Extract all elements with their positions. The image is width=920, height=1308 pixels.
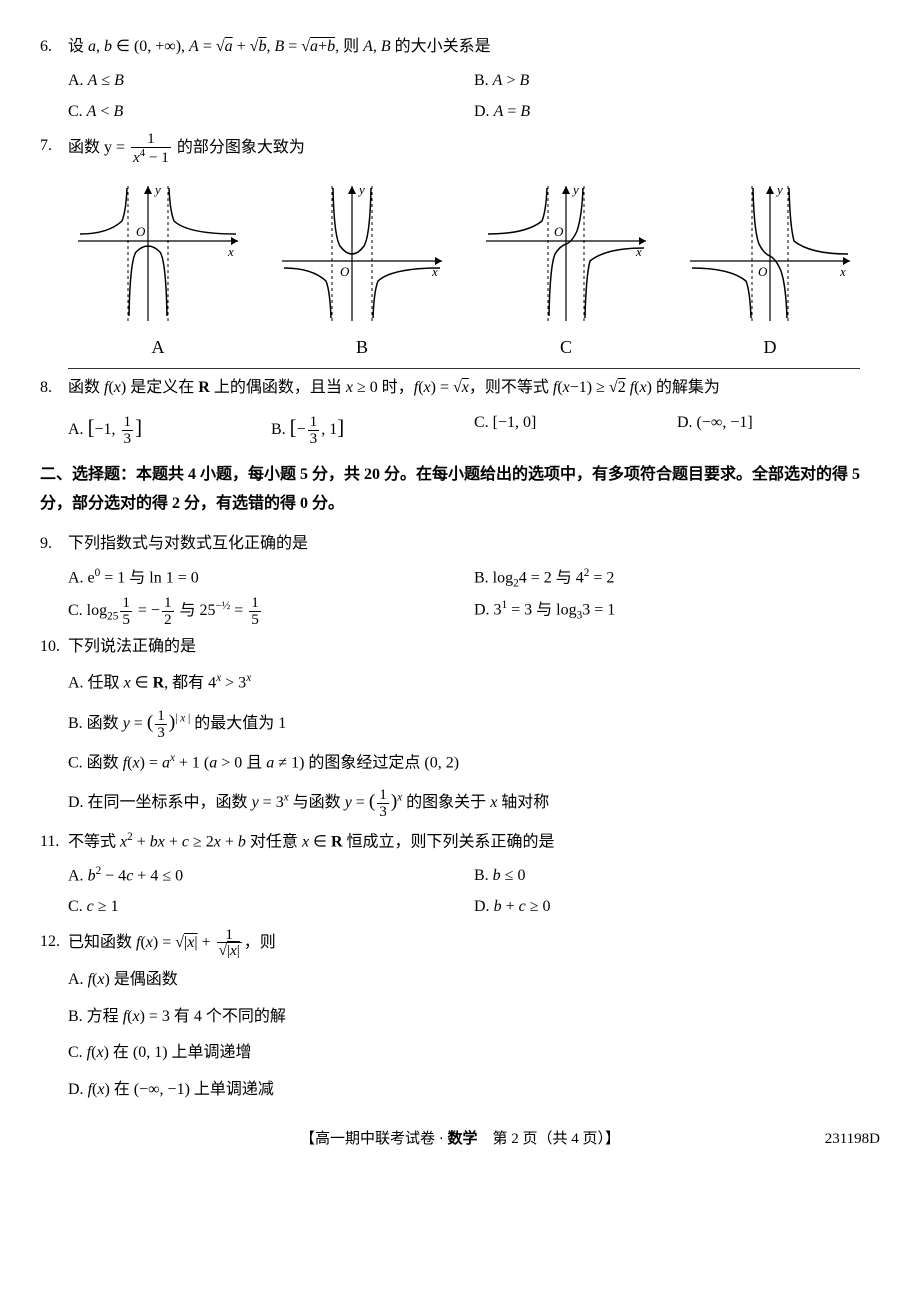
q9-options: A. e0 = 1 与 ln 1 = 0 B. log24 = 2 与 42 =… <box>40 563 880 628</box>
q11-opt-b: B. b ≤ 0 <box>474 861 880 892</box>
svg-text:y: y <box>571 182 579 197</box>
q6-text: 设 a, b ∈ (0, +∞), A = √a + √b, B = √a+b,… <box>68 32 880 62</box>
svg-text:x: x <box>227 244 234 259</box>
question-7: 7. 函数 y = 1x4 − 1 的部分图象大致为 <box>40 131 880 166</box>
q7-frac-n: 1 <box>131 131 171 148</box>
q10-options: A. 任取 x ∈ R, 都有 4x > 3x B. 函数 y = (13)| … <box>40 668 880 820</box>
svg-text:O: O <box>758 264 768 279</box>
q7-graph-a: O x y A <box>68 176 248 364</box>
q12-frac-n: 1 <box>217 927 242 944</box>
footer-text: 【高一期中联考试卷 · 数学 第 2 页（共 4 页）】 <box>300 1131 620 1147</box>
svg-text:O: O <box>340 264 350 279</box>
question-8: 8. 函数 f(x) 是定义在 R 上的偶函数，且当 x ≥ 0 时，f(x) … <box>40 373 880 403</box>
q7-label-d: D <box>680 330 860 364</box>
q12-number: 12. <box>40 927 68 960</box>
q11-number: 11. <box>40 827 68 858</box>
q7-label-c: C <box>476 330 656 364</box>
q12-opt-d: D. f(x) 在 (−∞, −1) 上单调递减 <box>68 1075 880 1105</box>
q12-options: A. f(x) 是偶函数 B. 方程 f(x) = 3 有 4 个不同的解 C.… <box>40 965 880 1105</box>
q8-text: 函数 f(x) 是定义在 R 上的偶函数，且当 x ≥ 0 时，f(x) = √… <box>68 373 880 403</box>
question-9: 9. 下列指数式与对数式互化正确的是 <box>40 529 880 559</box>
q10-text: 下列说法正确的是 <box>68 632 880 662</box>
svg-text:O: O <box>554 224 564 239</box>
q10-number: 10. <box>40 632 68 662</box>
q7-text-pre: 函数 y = <box>68 139 129 156</box>
svg-text:x: x <box>839 264 846 279</box>
question-12: 12. 已知函数 f(x) = √|x| + 1√|x|，则 <box>40 927 880 960</box>
q12-opt-a: A. f(x) 是偶函数 <box>68 965 880 995</box>
q9-text: 下列指数式与对数式互化正确的是 <box>68 529 880 559</box>
q8-opt-b: B. [−13, 1] <box>271 408 474 448</box>
q6-opt-b: B. A > B <box>474 66 880 96</box>
q7-graph-b: O x y B <box>272 176 452 364</box>
q11-text: 不等式 x2 + bx + c ≥ 2x + b 对任意 x ∈ R 恒成立，则… <box>68 827 880 858</box>
q6-opt-a: A. A ≤ B <box>68 66 474 96</box>
q8-opt-a: A. [−1, 13] <box>68 408 271 448</box>
q7-graph-d: O x y D <box>680 176 860 364</box>
q6-opt-d: D. A = B <box>474 97 880 127</box>
q7-text-post: 的部分图象大致为 <box>177 139 305 156</box>
q7-graphs: O x y A O x y B <box>40 170 880 366</box>
q12-frac-d: √|x| <box>217 943 242 959</box>
q11-opt-c: C. c ≥ 1 <box>68 892 474 922</box>
footer-id: 231198D <box>825 1125 880 1154</box>
q9-opt-c: C. log2515 = −12 与 25−½ = 15 <box>68 595 474 628</box>
question-10: 10. 下列说法正确的是 <box>40 632 880 662</box>
q6-options: A. A ≤ B B. A > B C. A < B D. A = B <box>40 66 880 127</box>
question-11: 11. 不等式 x2 + bx + c ≥ 2x + b 对任意 x ∈ R 恒… <box>40 827 880 858</box>
svg-text:y: y <box>357 182 365 197</box>
q8-opt-d: D. (−∞, −1] <box>677 408 880 448</box>
question-6: 6. 设 a, b ∈ (0, +∞), A = √a + √b, B = √a… <box>40 32 880 62</box>
svg-text:x: x <box>431 264 438 279</box>
section-2-heading: 二、选择题：本题共 4 小题，每小题 5 分，共 20 分。在每小题给出的选项中… <box>40 461 880 519</box>
q7-number: 7. <box>40 131 68 166</box>
q12-opt-c: C. f(x) 在 (0, 1) 上单调递增 <box>68 1038 880 1068</box>
q7-label-a: A <box>68 330 248 364</box>
q8-number: 8. <box>40 373 68 403</box>
q10-opt-c: C. 函数 f(x) = ax + 1 (a > 0 且 a ≠ 1) 的图象经… <box>68 748 880 779</box>
svg-text:O: O <box>136 224 146 239</box>
q10-opt-d: D. 在同一坐标系中，函数 y = 3x 与函数 y = (13)x 的图象关于… <box>68 784 880 820</box>
svg-text:y: y <box>153 182 161 197</box>
q8-opt-c: C. [−1, 0] <box>474 408 677 448</box>
q6-opt-c: C. A < B <box>68 97 474 127</box>
q7-frac-d: x4 − 1 <box>131 148 171 166</box>
q10-opt-b: B. 函数 y = (13)| x | 的最大值为 1 <box>68 705 880 741</box>
svg-text:y: y <box>775 182 783 197</box>
q10-opt-a: A. 任取 x ∈ R, 都有 4x > 3x <box>68 668 880 699</box>
q11-options: A. b2 − 4c + 4 ≤ 0 B. b ≤ 0 C. c ≥ 1 D. … <box>40 861 880 922</box>
page-footer: 【高一期中联考试卷 · 数学 第 2 页（共 4 页）】 231198D <box>40 1125 880 1154</box>
q9-number: 9. <box>40 529 68 559</box>
q7-graph-c: O x y C <box>476 176 656 364</box>
q7-underline <box>68 368 860 369</box>
q11-opt-d: D. b + c ≥ 0 <box>474 892 880 922</box>
q6-number: 6. <box>40 32 68 62</box>
svg-text:x: x <box>635 244 642 259</box>
q9-opt-a: A. e0 = 1 与 ln 1 = 0 <box>68 563 474 595</box>
q8-options: A. [−1, 13] B. [−13, 1] C. [−1, 0] D. (−… <box>40 408 880 448</box>
q12-opt-b: B. 方程 f(x) = 3 有 4 个不同的解 <box>68 1002 880 1032</box>
q9-opt-b: B. log24 = 2 与 42 = 2 <box>474 563 880 595</box>
q9-opt-d: D. 31 = 3 与 log33 = 1 <box>474 595 880 628</box>
q7-label-b: B <box>272 330 452 364</box>
q12-text: 已知函数 f(x) = √|x| + 1√|x|，则 <box>68 927 880 960</box>
q7-text: 函数 y = 1x4 − 1 的部分图象大致为 <box>68 131 880 166</box>
q11-opt-a: A. b2 − 4c + 4 ≤ 0 <box>68 861 474 892</box>
